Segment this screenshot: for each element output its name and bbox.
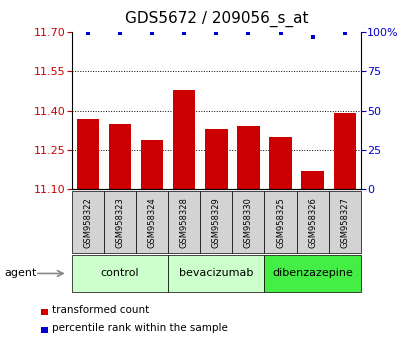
- FancyBboxPatch shape: [328, 191, 360, 253]
- Text: GSM958330: GSM958330: [243, 197, 252, 247]
- Text: GDS5672 / 209056_s_at: GDS5672 / 209056_s_at: [124, 11, 307, 27]
- Text: transformed count: transformed count: [52, 306, 149, 315]
- Bar: [269, 137, 291, 189]
- Text: GSM958329: GSM958329: [211, 197, 220, 247]
- Text: agent: agent: [4, 268, 36, 279]
- Text: control: control: [100, 268, 139, 279]
- Text: percentile rank within the sample: percentile rank within the sample: [52, 323, 228, 333]
- Text: GSM958322: GSM958322: [83, 197, 92, 247]
- Text: GSM958327: GSM958327: [339, 197, 348, 247]
- FancyBboxPatch shape: [168, 255, 264, 292]
- Bar: [108, 124, 131, 189]
- FancyBboxPatch shape: [264, 191, 296, 253]
- Point: [148, 30, 155, 36]
- Text: dibenzazepine: dibenzazepine: [272, 268, 352, 279]
- Point: [117, 30, 123, 36]
- Bar: [204, 129, 227, 189]
- FancyBboxPatch shape: [168, 191, 200, 253]
- FancyBboxPatch shape: [264, 255, 360, 292]
- Bar: [236, 126, 259, 189]
- Text: GSM958323: GSM958323: [115, 197, 124, 247]
- Point: [341, 30, 347, 36]
- Bar: [333, 113, 355, 189]
- Point: [276, 30, 283, 36]
- Bar: [301, 171, 323, 189]
- Point: [84, 30, 91, 36]
- FancyBboxPatch shape: [296, 191, 328, 253]
- Point: [213, 30, 219, 36]
- Text: GSM958326: GSM958326: [308, 197, 316, 247]
- Point: [245, 30, 251, 36]
- Text: bevacizumab: bevacizumab: [179, 268, 253, 279]
- Point: [309, 34, 315, 39]
- FancyBboxPatch shape: [136, 191, 168, 253]
- Text: GSM958324: GSM958324: [147, 197, 156, 247]
- Text: GSM958328: GSM958328: [179, 197, 188, 247]
- FancyBboxPatch shape: [103, 191, 136, 253]
- Bar: [76, 119, 99, 189]
- FancyBboxPatch shape: [232, 191, 264, 253]
- Point: [180, 30, 187, 36]
- Bar: [140, 139, 163, 189]
- FancyBboxPatch shape: [72, 255, 168, 292]
- FancyBboxPatch shape: [72, 191, 103, 253]
- Bar: [41, 327, 48, 333]
- Bar: [41, 309, 48, 315]
- Bar: [173, 90, 195, 189]
- Text: GSM958325: GSM958325: [275, 197, 284, 247]
- FancyBboxPatch shape: [200, 191, 232, 253]
